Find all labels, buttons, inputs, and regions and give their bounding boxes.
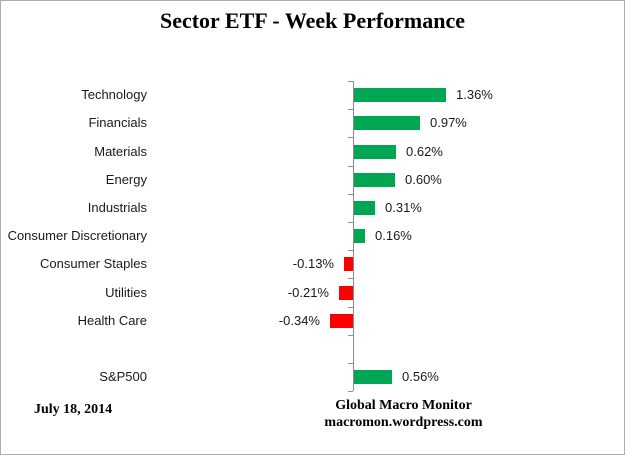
source-url: macromon.wordpress.com xyxy=(324,415,483,430)
value-label: -0.34% xyxy=(278,313,320,328)
axis-tick xyxy=(348,81,353,82)
category-label: Consumer Discretionary xyxy=(7,228,147,243)
source-name: Global Macro Monitor xyxy=(335,398,472,413)
axis-tick xyxy=(348,391,353,392)
bar xyxy=(344,257,353,271)
value-label: 0.60% xyxy=(405,172,442,187)
category-label: Health Care xyxy=(77,313,147,328)
axis-tick xyxy=(348,137,353,138)
bar xyxy=(339,286,353,300)
value-label: 0.56% xyxy=(402,369,439,384)
value-label: 0.16% xyxy=(375,228,412,243)
axis-tick xyxy=(348,335,353,336)
axis-tick xyxy=(348,363,353,364)
chart-title: Sector ETF - Week Performance xyxy=(159,8,466,33)
bar xyxy=(354,201,375,215)
bar xyxy=(354,229,365,243)
axis-tick xyxy=(348,109,353,110)
axis-tick xyxy=(348,250,353,251)
category-label: Consumer Staples xyxy=(40,256,147,271)
value-label: 0.97% xyxy=(430,115,467,130)
bar xyxy=(354,370,392,384)
category-label: Materials xyxy=(94,144,147,159)
category-label: Industrials xyxy=(87,200,147,215)
value-label: 0.62% xyxy=(406,144,443,159)
category-label: Utilities xyxy=(105,285,147,300)
axis-tick xyxy=(348,278,353,279)
bar xyxy=(354,173,395,187)
bar xyxy=(354,88,446,102)
axis-tick xyxy=(348,166,353,167)
axis-tick xyxy=(348,307,353,308)
value-label: 1.36% xyxy=(456,87,493,102)
value-label: -0.13% xyxy=(292,256,334,271)
bar xyxy=(354,145,396,159)
category-label: Financials xyxy=(88,115,147,130)
bar xyxy=(330,314,353,328)
category-label: S&P500 xyxy=(99,369,147,384)
footer-date: July 18, 2014 xyxy=(34,402,113,417)
category-label: Energy xyxy=(105,172,147,187)
value-label: 0.31% xyxy=(385,200,422,215)
bar xyxy=(354,116,420,130)
axis-tick xyxy=(348,194,353,195)
axis-tick xyxy=(348,222,353,223)
value-label: -0.21% xyxy=(287,285,329,300)
value-axis-line xyxy=(353,81,354,392)
footer-source: Global Macro Monitor macromon.wordpress.… xyxy=(311,397,496,431)
category-label: Technology xyxy=(81,87,147,102)
